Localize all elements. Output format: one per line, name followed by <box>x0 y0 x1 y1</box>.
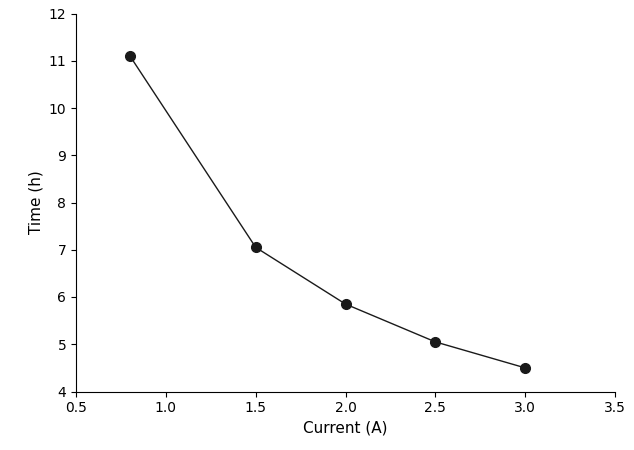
Y-axis label: Time (h): Time (h) <box>28 171 43 234</box>
X-axis label: Current (A): Current (A) <box>303 421 388 436</box>
